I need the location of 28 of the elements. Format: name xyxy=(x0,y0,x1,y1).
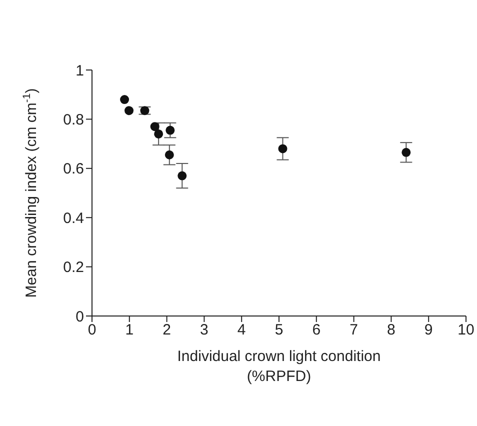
y-tick-label: 0.8 xyxy=(63,112,84,129)
y-tick-label: 0.6 xyxy=(63,160,84,178)
x-tick-label: 2 xyxy=(162,322,171,339)
point xyxy=(140,106,150,116)
x-tick-label: 9 xyxy=(424,322,433,339)
y-tick-label: 1 xyxy=(76,62,84,80)
x-tick-label: 6 xyxy=(312,322,321,339)
point xyxy=(120,95,130,104)
x-tick-label: 7 xyxy=(350,322,358,339)
x-tick-label: 10 xyxy=(458,322,474,339)
x-tick-label: 3 xyxy=(200,322,208,339)
y-tick-label: 0.2 xyxy=(63,259,84,276)
point xyxy=(154,129,164,138)
x-tick-label: 8 xyxy=(387,322,396,339)
point xyxy=(150,122,160,132)
x-tick-label: 1 xyxy=(125,322,134,339)
x-tick-label: 4 xyxy=(237,322,246,339)
point xyxy=(166,126,175,135)
point xyxy=(402,148,411,157)
point xyxy=(178,171,187,180)
x-tick-label: 5 xyxy=(274,322,284,339)
y-tick-label: 0 xyxy=(76,308,84,326)
point xyxy=(278,144,288,154)
x-tick-label: 0 xyxy=(88,322,96,339)
y-tick-label: 0.4 xyxy=(63,210,84,227)
point xyxy=(124,106,134,116)
point xyxy=(164,150,174,160)
x-axis-title: Individual crown light condition (%RPFD) xyxy=(177,348,381,385)
